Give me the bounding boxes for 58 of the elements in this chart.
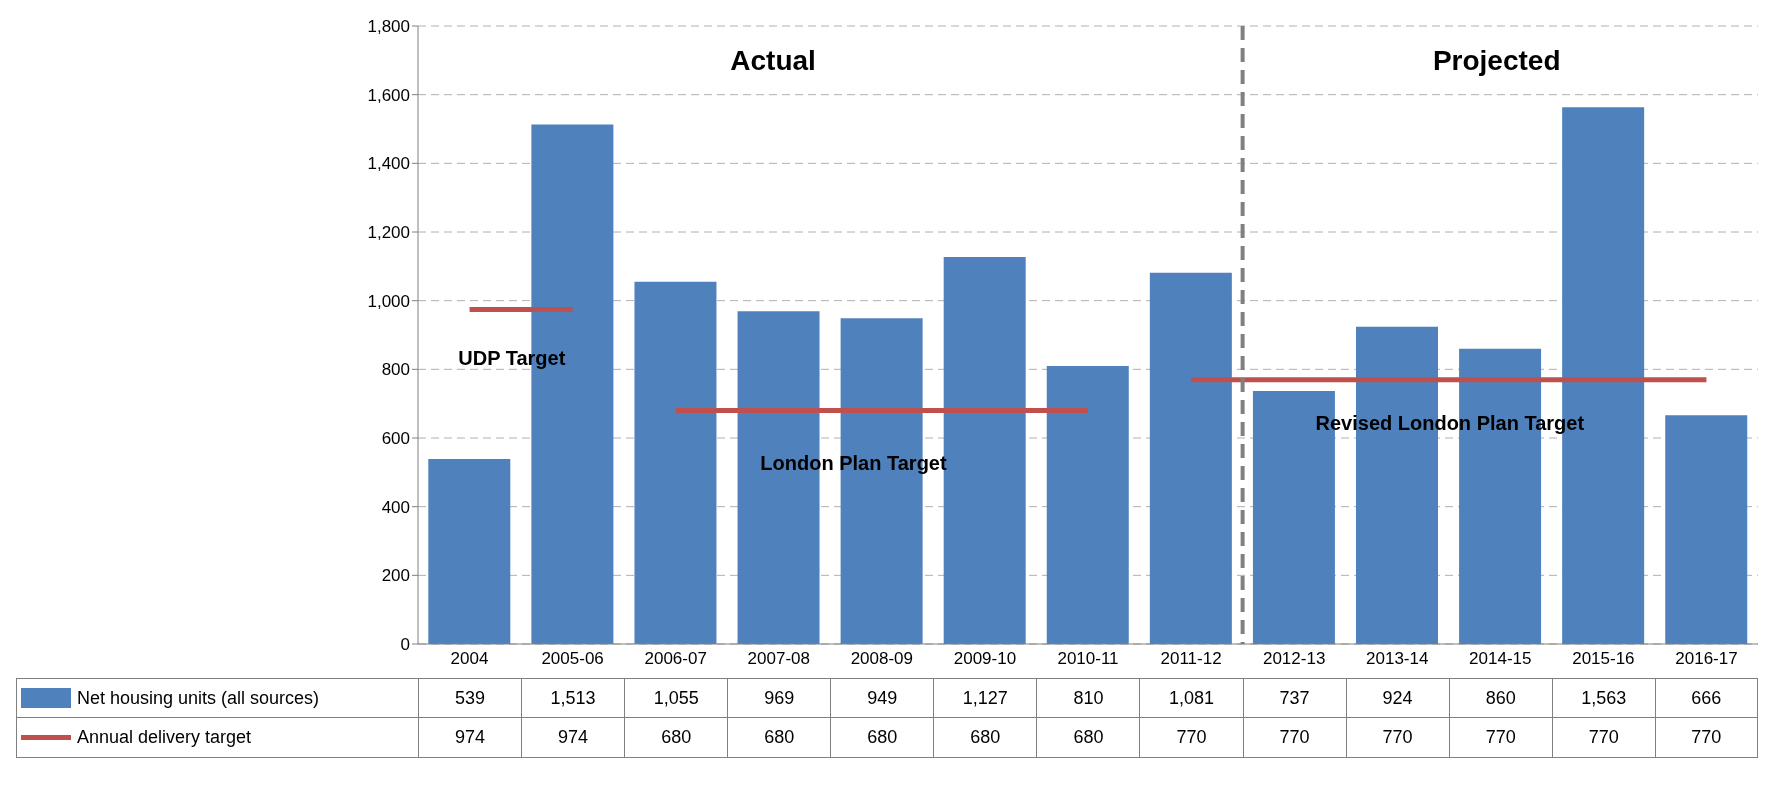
legend-label: Net housing units (all sources) — [77, 687, 320, 709]
data-label: 666 — [1654, 678, 1758, 718]
x-tick-label: 2011-12 — [1160, 649, 1222, 669]
bar — [428, 458, 511, 644]
legend-label: Annual delivery target — [77, 727, 252, 748]
data-label: 1,127 — [933, 678, 1037, 718]
data-label: 949 — [830, 678, 934, 718]
data-label: 924 — [1345, 678, 1449, 718]
x-tick-label: 2009-10 — [953, 649, 1017, 669]
data-label: 1,055 — [624, 678, 728, 718]
y-tick-label: 1,000 — [367, 291, 410, 311]
data-label: 969 — [727, 678, 831, 718]
data-label: 770 — [1448, 718, 1552, 758]
data-label: 1,081 — [1139, 678, 1243, 718]
y-tick-label: 1,400 — [367, 154, 410, 174]
data-label: 737 — [1242, 678, 1346, 718]
data-label: 680 — [727, 718, 831, 758]
data-label: 770 — [1654, 718, 1758, 758]
y-tick-label: 800 — [381, 360, 410, 380]
data-label: 860 — [1448, 678, 1552, 718]
x-tick-label: 2010-11 — [1057, 649, 1119, 669]
x-tick-label: 2005-06 — [541, 649, 604, 669]
y-tick-label: 400 — [381, 497, 410, 517]
y-tick-label: 200 — [381, 566, 410, 586]
x-tick-label: 2015-16 — [1572, 649, 1635, 669]
x-tick-label: 2012-13 — [1262, 649, 1326, 669]
y-tick-label: 1,200 — [367, 223, 410, 243]
data-label: 770 — [1345, 718, 1449, 758]
y-tick-label: 1,600 — [367, 85, 410, 105]
x-tick-label: 2016-17 — [1675, 649, 1738, 669]
data-label: 974 — [521, 718, 625, 758]
data-label: 1,563 — [1551, 678, 1655, 718]
data-label: 770 — [1139, 718, 1243, 758]
data-label: 680 — [624, 718, 728, 758]
data-label: 770 — [1242, 718, 1346, 758]
y-tick-label: 600 — [381, 429, 410, 449]
data-label: 1,513 — [521, 678, 625, 718]
y-tick-label: 0 — [400, 635, 410, 655]
x-tick-label: 2004 — [450, 649, 489, 669]
bar — [1665, 415, 1748, 644]
x-tick-label: 2007-08 — [747, 649, 810, 669]
annotation: Projected — [1432, 45, 1561, 77]
data-label: 680 — [933, 718, 1037, 758]
y-tick-label: 1,800 — [367, 17, 410, 37]
data-label: 810 — [1036, 678, 1140, 718]
x-tick-label: 2008-09 — [850, 649, 914, 669]
data-label: 539 — [418, 678, 522, 718]
data-label: 680 — [1036, 718, 1140, 758]
data-label: 974 — [418, 718, 522, 758]
bar — [1046, 365, 1129, 644]
data-label: 680 — [830, 718, 934, 758]
bar — [1149, 272, 1232, 644]
data-label: 770 — [1551, 718, 1655, 758]
bar — [634, 281, 717, 644]
annotation: Actual — [730, 45, 816, 77]
x-tick-label: 2006-07 — [644, 649, 707, 669]
x-tick-label: 2013-14 — [1366, 649, 1429, 669]
x-tick-label: 2014-15 — [1469, 649, 1532, 669]
